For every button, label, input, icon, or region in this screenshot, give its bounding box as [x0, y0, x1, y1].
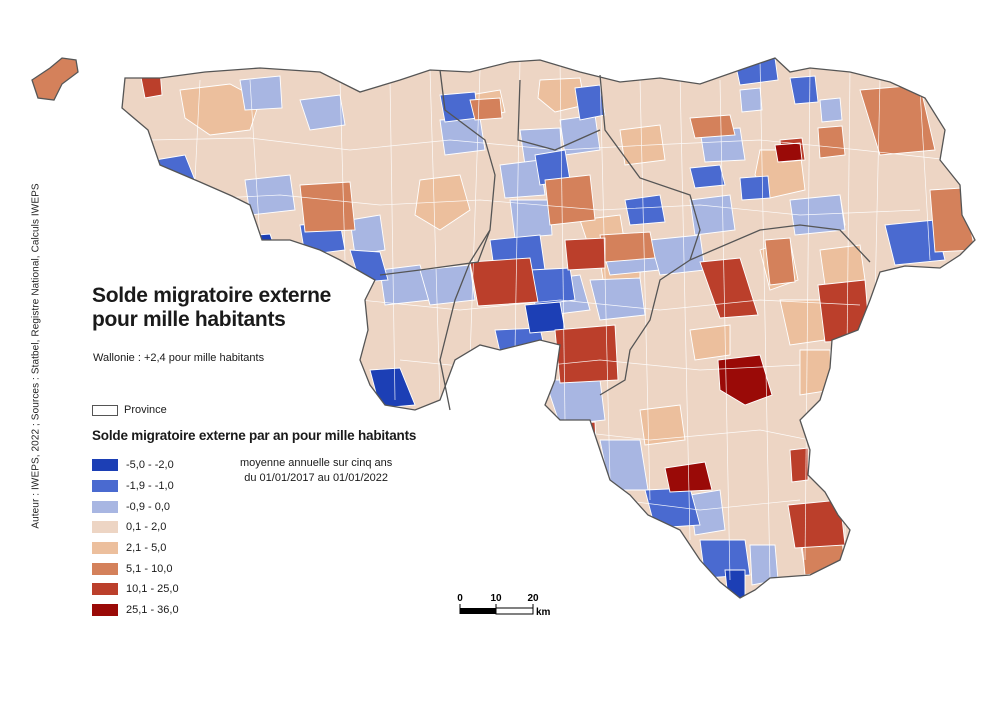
legend-label: 25,1 - 36,0 — [126, 604, 179, 617]
period-note-line2: du 01/01/2017 au 01/01/2022 — [244, 472, 388, 484]
legend-swatch — [92, 562, 118, 575]
map-title: Solde migratoire externe pour mille habi… — [92, 284, 392, 332]
scale-unit: km — [536, 607, 551, 618]
legend-item: 2,1 - 5,0 — [92, 538, 179, 559]
legend-item: 0,1 - 2,0 — [92, 517, 179, 538]
legend-swatch — [92, 500, 118, 513]
legend-item: 10,1 - 25,0 — [92, 579, 179, 600]
legend-item: -5,0 - -2,0 — [92, 455, 179, 476]
legend-item: -1,9 - -1,0 — [92, 476, 179, 497]
legend-label: 10,1 - 25,0 — [126, 583, 179, 596]
legend-label: -0,9 - 0,0 — [126, 500, 171, 513]
scale-segment-white — [495, 607, 534, 615]
province-borders — [31, 57, 976, 599]
map-subtitle: Wallonie : +2,4 pour mille habitants — [93, 352, 265, 364]
legend-item: -0,9 - 0,0 — [92, 496, 179, 517]
legend-swatch — [92, 583, 118, 596]
legend-swatch — [92, 459, 118, 472]
legend-label: 0,1 - 2,0 — [126, 521, 167, 534]
legend-item: 5,1 - 10,0 — [92, 558, 179, 579]
map-title-line2: pour mille habitants — [92, 308, 286, 331]
legend-swatch — [92, 604, 118, 617]
legend-label: -1,9 - -1,0 — [126, 480, 174, 493]
province-legend-label: Province — [124, 404, 167, 416]
province-legend-swatch — [92, 404, 118, 416]
legend-swatch — [92, 480, 118, 493]
scale-tick-10: 10 — [490, 593, 502, 604]
scale-segment-black — [460, 608, 496, 614]
legend-label: 5,1 - 10,0 — [126, 562, 173, 575]
map-title-line1: Solde migratoire externe — [92, 284, 332, 307]
credit-text: Auteur : IWEPS, 2022 ; Sources : Statbel… — [30, 183, 42, 529]
period-note-line1: moyenne annuelle sur cinq ans — [240, 457, 393, 469]
scale-tick-20: 20 — [527, 593, 539, 604]
legend-item: 25,1 - 36,0 — [92, 600, 179, 621]
legend-classes: -5,0 - -2,0 -1,9 - -1,0 -0,9 - 0,0 0,1 -… — [92, 455, 179, 621]
legend-swatch — [92, 542, 118, 555]
legend-label: -5,0 - -2,0 — [126, 459, 174, 472]
scale-bar: 0 10 20 km — [457, 593, 551, 618]
legend-label: 2,1 - 5,0 — [126, 542, 167, 555]
period-note: moyenne annuelle sur cinq ans du 01/01/2… — [240, 456, 392, 486]
scale-tick-0: 0 — [457, 593, 463, 604]
province-legend: Province — [92, 404, 167, 416]
legend-swatch — [92, 521, 118, 534]
legend-title: Solde migratoire externe par an pour mil… — [92, 428, 417, 443]
